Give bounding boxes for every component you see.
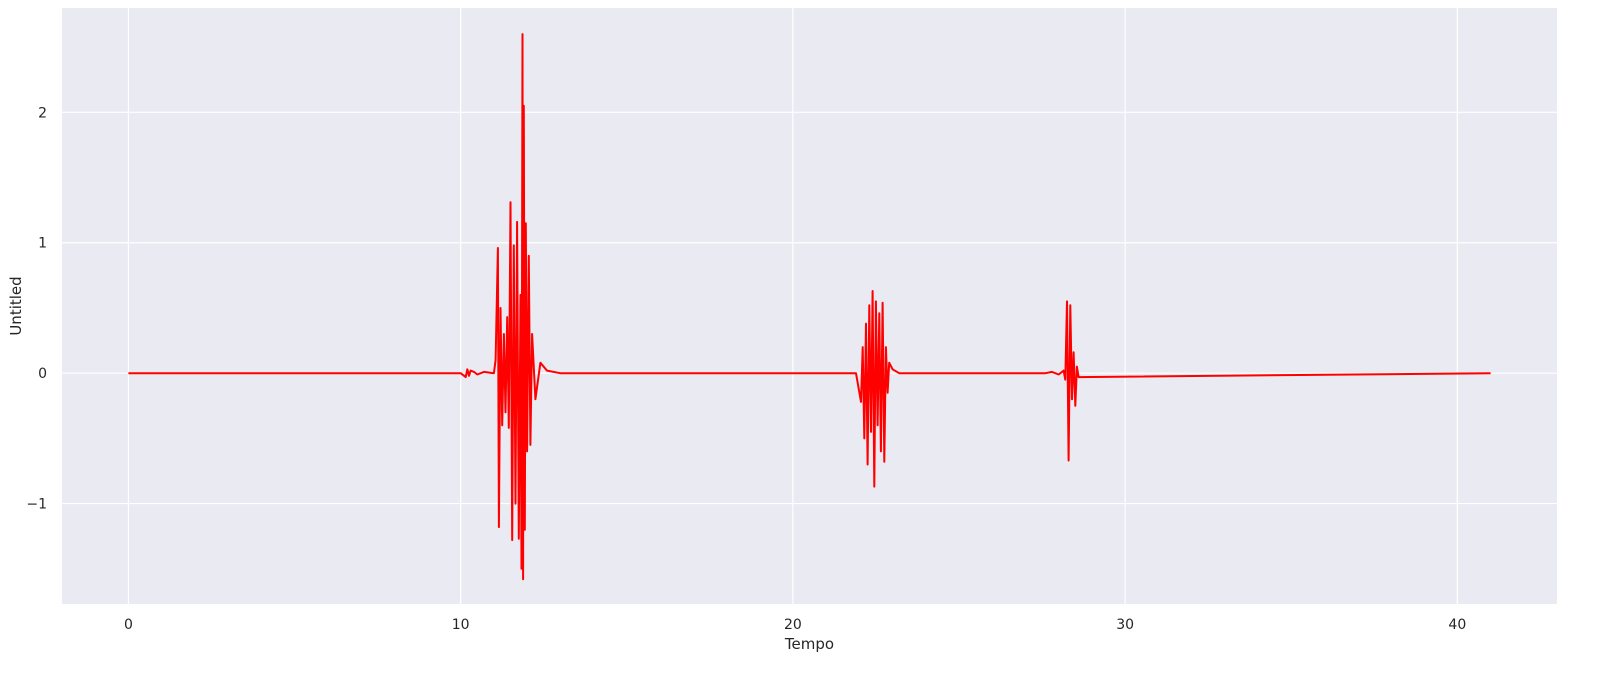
y-tick-label: 0 xyxy=(38,366,47,382)
x-axis-label: Tempo xyxy=(784,635,834,653)
y-tick-label: 2 xyxy=(38,105,47,121)
plot-area xyxy=(62,8,1557,604)
series-line xyxy=(128,33,1491,581)
x-tick-label: 40 xyxy=(1448,617,1466,633)
x-tick-label: 20 xyxy=(784,617,802,633)
x-tick-label: 30 xyxy=(1116,617,1134,633)
y-tick-labels: −1 0 1 2 xyxy=(26,105,47,512)
y-tick-label: −1 xyxy=(26,497,47,513)
y-tick-label: 1 xyxy=(38,236,47,252)
x-tick-label: 10 xyxy=(452,617,470,633)
x-tick-labels: 0 10 20 30 40 xyxy=(124,617,1466,633)
series-layer xyxy=(128,33,1491,581)
x-tick-label: 0 xyxy=(124,617,133,633)
y-axis-label: Untitled xyxy=(7,276,25,335)
